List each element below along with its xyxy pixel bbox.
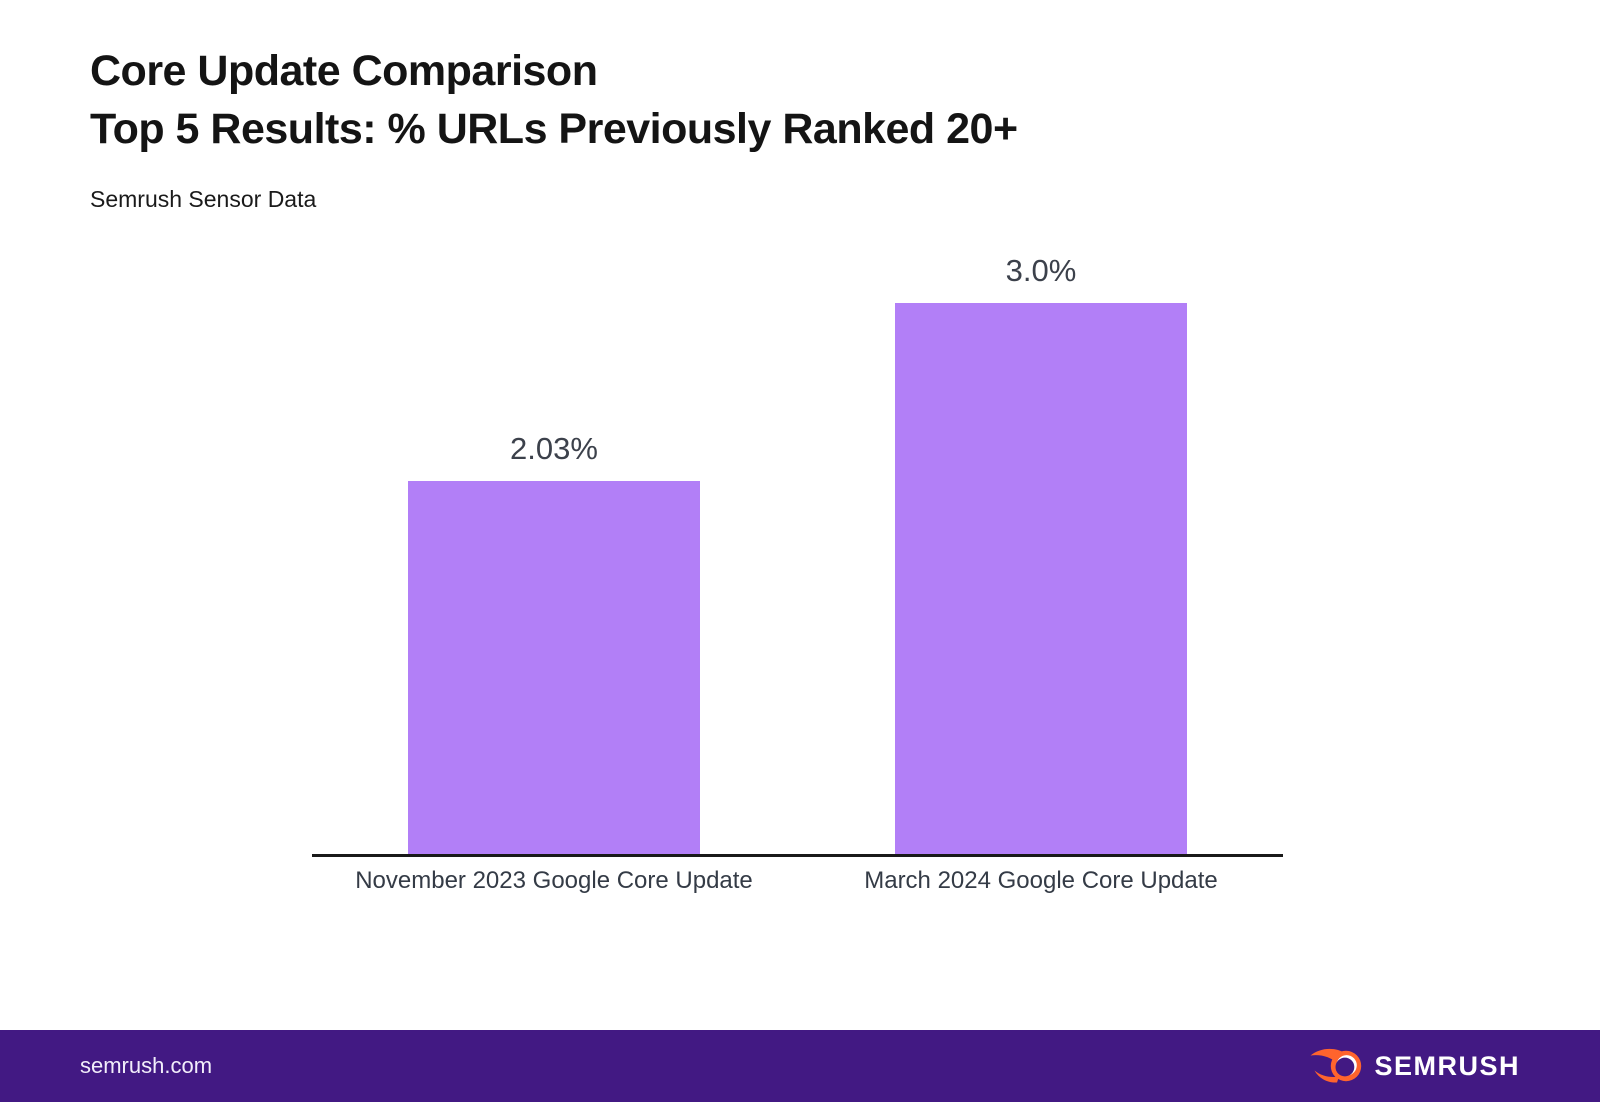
bar-november-2023	[408, 481, 700, 854]
chart-title-line-1: Core Update Comparison	[90, 47, 598, 95]
footer-bar: semrush.com SEMRUSH	[0, 1030, 1600, 1102]
bar-march-2024	[895, 303, 1187, 854]
footer-url: semrush.com	[80, 1053, 213, 1078]
semrush-wordmark: SEMRUSH	[1374, 1050, 1520, 1081]
bar-group-march-2024: 3.0%	[895, 253, 1187, 854]
semrush-logo: SEMRUSH	[1308, 1046, 1520, 1086]
bar-group-november-2023: 2.03%	[408, 303, 700, 854]
x-tick-label: March 2024 Google Core Update	[864, 867, 1218, 894]
bar-value-label: 2.03%	[510, 431, 598, 466]
chart-subtitle: Semrush Sensor Data	[90, 186, 317, 212]
semrush-flame-icon	[1310, 1048, 1362, 1083]
x-tick-label: November 2023 Google Core Update	[355, 867, 753, 894]
chart-title-line-2: Top 5 Results: % URLs Previously Ranked …	[90, 105, 1018, 153]
bar-value-label: 3.0%	[1005, 253, 1077, 288]
bar-plot: 2.03% 3.0% November 2023 Google Core Upd…	[312, 253, 1283, 894]
chart-header: Core Update Comparison Top 5 Results: % …	[90, 42, 1018, 213]
